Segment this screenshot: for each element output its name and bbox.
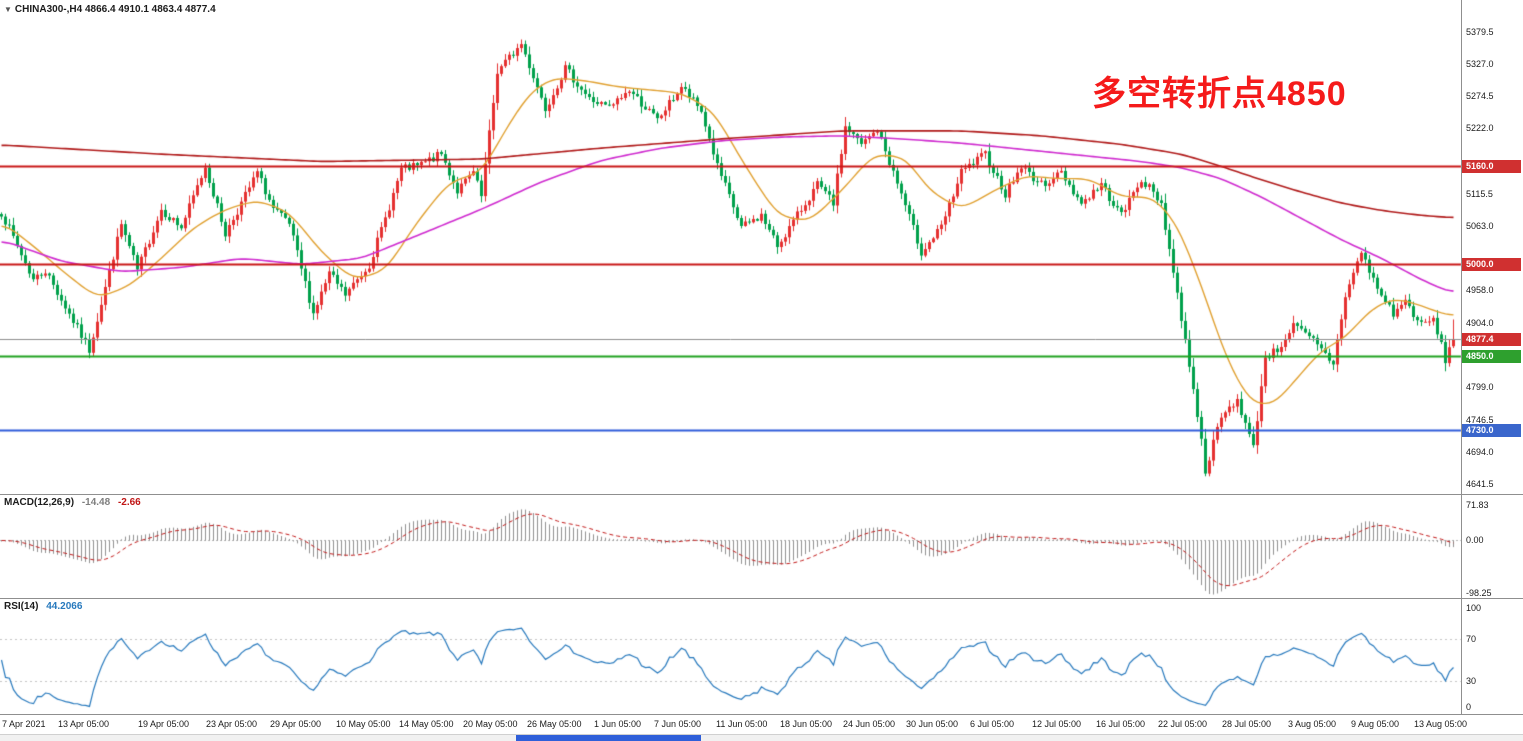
pane-separator-rsi[interactable] — [0, 598, 1523, 599]
time-axis-label: 29 Apr 05:00 — [270, 719, 322, 729]
rsi-label-text: RSI(14) — [4, 601, 39, 612]
scrollbar-separator — [0, 734, 1523, 735]
rsi-value: 44.2066 — [46, 601, 83, 612]
price-level-tag[interactable]: 5160.0 — [1462, 160, 1521, 174]
symbol-info-bar: ▼ CHINA300-,H4 4866.4 4910.1 4863.4 4877.… — [4, 4, 216, 15]
time-axis-label: 24 Jun 05:00 — [843, 719, 896, 729]
time-axis-label: 22 Jul 05:00 — [1158, 719, 1208, 729]
time-axis-label: 13 Apr 05:00 — [58, 719, 110, 729]
symbol-title: CHINA300-,H4 — [14, 4, 83, 15]
macd-axis-label: 71.83 — [1466, 500, 1489, 510]
scrollbar-thumb[interactable] — [516, 735, 701, 741]
price-axis-tick: 4694.0 — [1466, 446, 1494, 457]
rsi-axis-label: 0 — [1466, 702, 1472, 712]
price-level-tag[interactable]: 5000.0 — [1462, 258, 1521, 272]
price-scale-separator — [1461, 0, 1462, 714]
price-axis-tick: 5222.0 — [1466, 123, 1494, 134]
macd-label-text: MACD(12,26,9) — [4, 497, 75, 508]
time-axis-label: 26 May 05:00 — [527, 719, 582, 729]
price-axis-tick: 5327.0 — [1466, 59, 1494, 70]
time-axis-label: 9 Aug 05:00 — [1351, 719, 1400, 729]
rsi-axis-label: 100 — [1466, 603, 1482, 613]
price-axis-tick: 4904.0 — [1466, 318, 1494, 329]
time-axis-label: 3 Aug 05:00 — [1288, 719, 1337, 729]
time-axis-label: 1 Jun 05:00 — [594, 719, 642, 729]
bottom-scrollbar[interactable] — [0, 735, 1523, 741]
time-axis-label: 28 Jul 05:00 — [1222, 719, 1272, 729]
current-price-tag: 4877.4 — [1462, 333, 1521, 347]
time-axis-label: 18 Jun 05:00 — [780, 719, 833, 729]
price-axis-tick: 5379.5 — [1466, 27, 1494, 37]
macd-axis-label: -98.25 — [1466, 588, 1492, 598]
price-axis-tick: 4799.0 — [1466, 382, 1494, 393]
collapse-triangle-icon[interactable]: ▼ — [4, 5, 12, 14]
price-axis-tick: 5115.5 — [1466, 188, 1493, 199]
rsi-axis-label: 30 — [1466, 676, 1477, 686]
pane-separator-macd[interactable] — [0, 494, 1523, 495]
time-axis-label: 20 May 05:00 — [463, 719, 518, 729]
price-level-tag[interactable]: 4730.0 — [1462, 423, 1521, 437]
time-axis-label: 7 Jun 05:00 — [654, 719, 702, 729]
time-axis-label: 6 Jul 05:00 — [970, 719, 1015, 729]
macd-main-value: -14.48 — [81, 497, 111, 508]
time-axis-label: 12 Jul 05:00 — [1032, 719, 1082, 729]
price-axis-tick: 4746.5 — [1466, 414, 1494, 425]
price-level-tag[interactable]: 4850.0 — [1462, 350, 1521, 364]
time-axis-label: 10 May 05:00 — [336, 719, 391, 729]
price-axis-tick: 4641.5 — [1466, 478, 1494, 489]
price-axis-tick: 4958.0 — [1466, 285, 1494, 296]
time-axis-label: 7 Apr 2021 — [2, 719, 46, 729]
price-axis-tick: 5063.0 — [1466, 220, 1494, 231]
time-axis-label: 13 Aug 05:00 — [1414, 719, 1468, 729]
time-axis-label: 11 Jun 05:00 — [716, 719, 768, 729]
rsi-indicator-label: RSI(14) 44.2066 — [4, 601, 82, 612]
symbol-ohlc-values: 4866.4 4910.1 4863.4 4877.4 — [84, 4, 216, 15]
time-axis-label: 14 May 05:00 — [399, 719, 454, 729]
annotation-text: 多空转折点4850 — [1092, 75, 1347, 113]
time-axis-label: 23 Apr 05:00 — [206, 719, 258, 729]
time-axis-label: 16 Jul 05:00 — [1096, 719, 1146, 729]
macd-indicator-label: MACD(12,26,9) -14.48 -2.66 — [4, 497, 141, 508]
time-axis-separator — [0, 714, 1523, 715]
rsi-axis-label: 70 — [1466, 634, 1477, 644]
macd-axis-label: 0.00 — [1466, 535, 1484, 545]
time-axis-label: 30 Jun 05:00 — [906, 719, 959, 729]
macd-signal-value: -2.66 — [117, 497, 141, 508]
price-axis-tick: 5274.5 — [1466, 91, 1494, 102]
time-axis-label: 19 Apr 05:00 — [138, 719, 190, 729]
